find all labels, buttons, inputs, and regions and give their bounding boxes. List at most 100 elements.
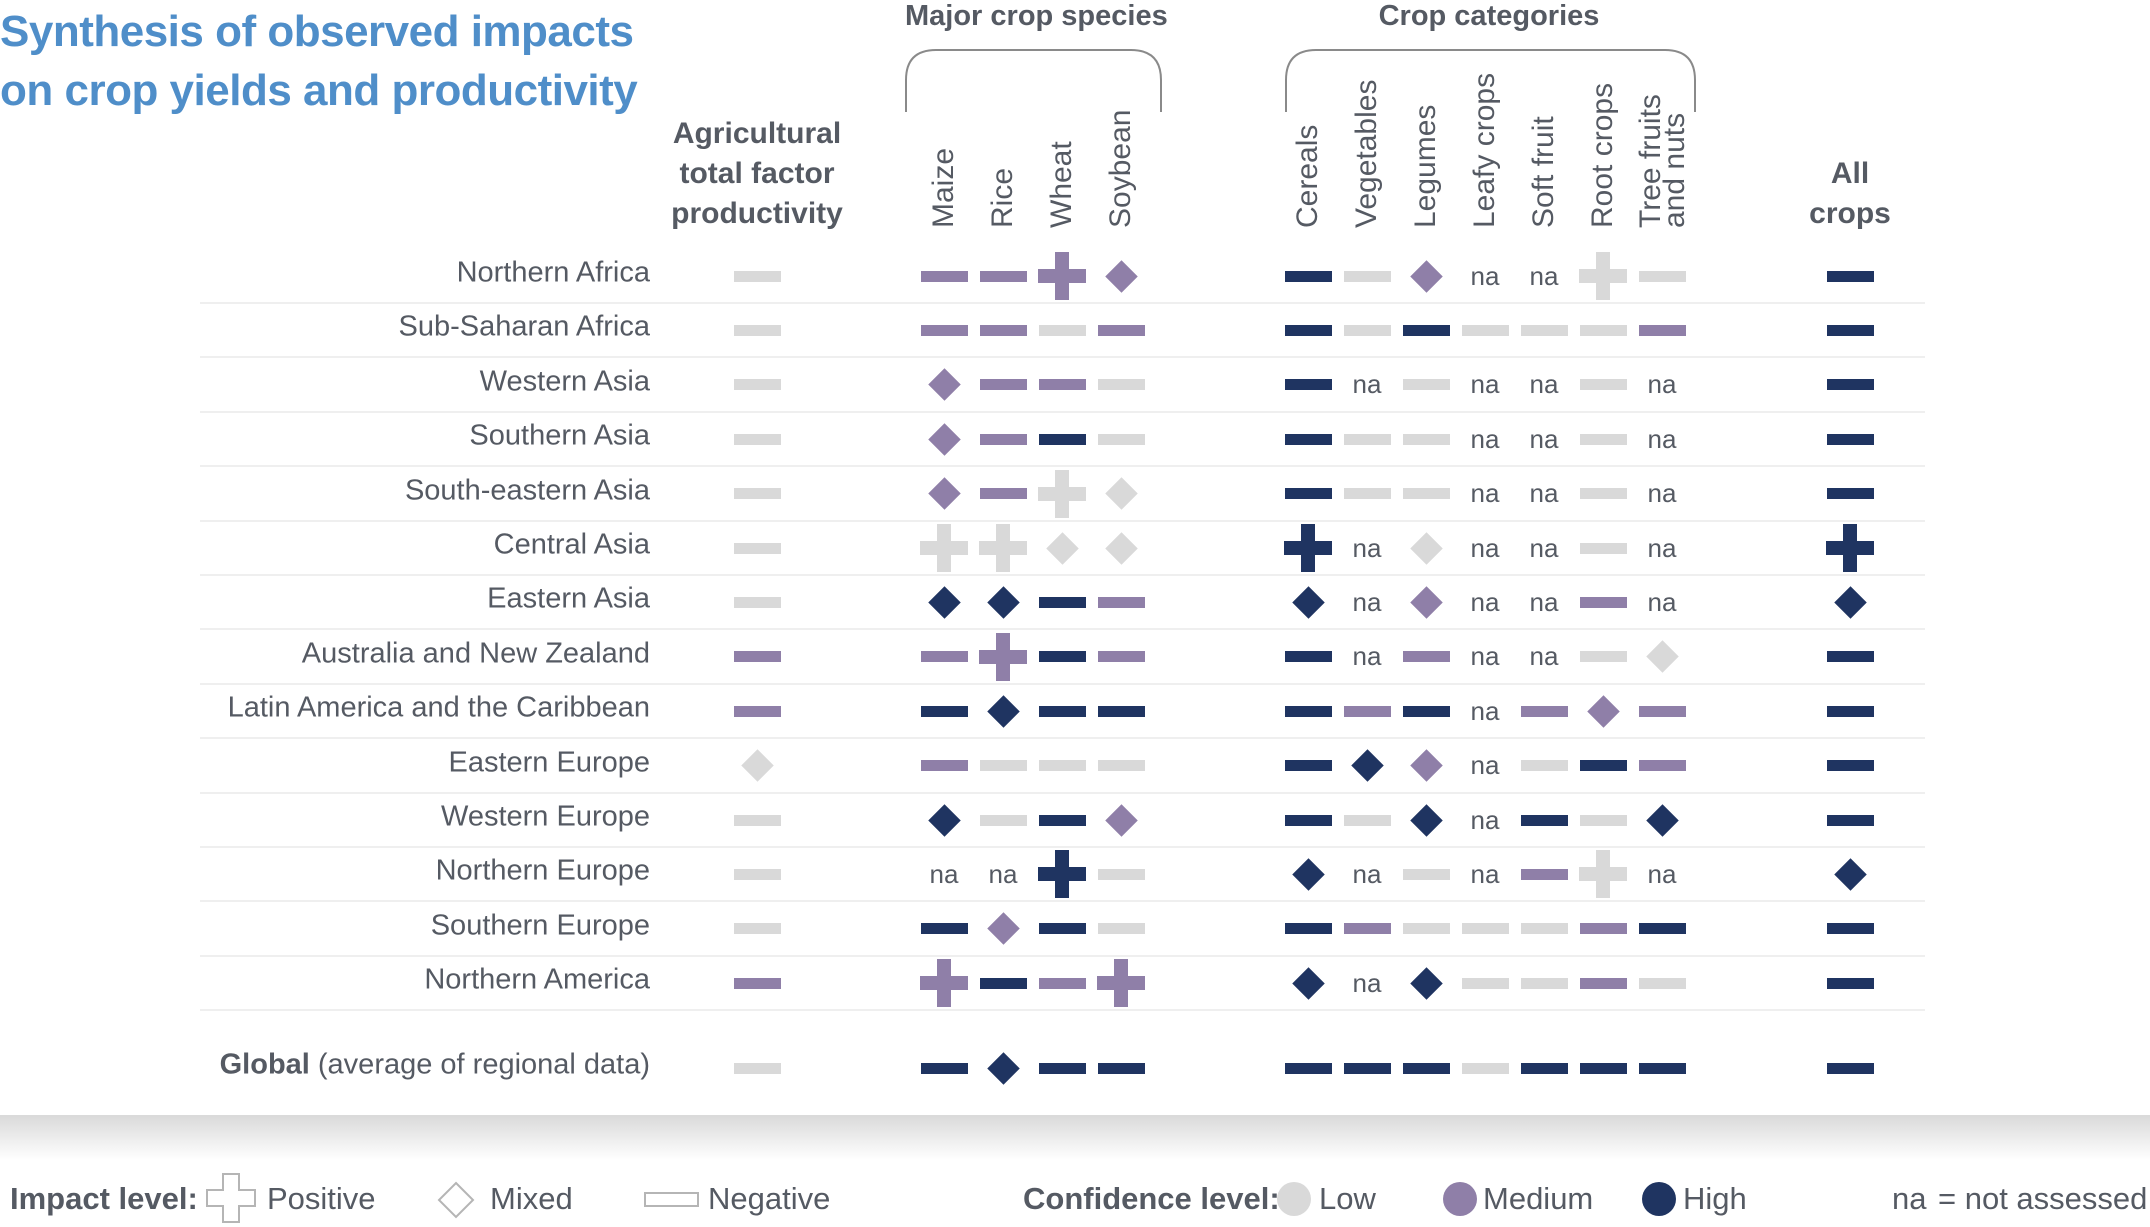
positive-icon: [206, 1173, 256, 1223]
row-label: Eastern Europe: [448, 746, 650, 779]
negative-impact-icon: [1038, 705, 1086, 717]
negative-impact-icon: [1284, 651, 1332, 663]
region-name: Sub-Saharan Africa: [398, 310, 650, 343]
negative-impact-icon: [1038, 814, 1086, 826]
negative-impact-icon: [1402, 868, 1450, 880]
mixed-impact-icon: [1409, 803, 1443, 837]
region-name: Southern Europe: [430, 909, 650, 942]
negative-impact-icon: [1097, 596, 1145, 608]
mixed-impact-icon: [1833, 858, 1867, 891]
not-assessed-text: na: [988, 858, 1018, 889]
mixed-impact-icon: [986, 694, 1020, 728]
not-assessed-text: na: [1529, 260, 1559, 291]
negative-impact-icon: [920, 270, 968, 282]
negative-impact-icon: [979, 814, 1027, 826]
negative-impact-icon: [979, 433, 1027, 445]
negative-impact-icon: [733, 868, 781, 880]
negative-impact-icon: [1038, 977, 1086, 989]
impact-level-label: Impact level:: [10, 1181, 198, 1216]
row-label: South-eastern Asia: [405, 474, 650, 507]
not-assessed-text: na: [1352, 532, 1382, 563]
negative-impact-icon: [1579, 814, 1627, 826]
not-assessed-text: na: [1470, 641, 1500, 672]
not-assessed-text: na: [1470, 478, 1500, 509]
row-separator: [200, 791, 1925, 794]
negative-impact-icon: [1826, 705, 1874, 717]
negative-impact-icon: [1284, 814, 1332, 826]
negative-impact-icon: [1402, 324, 1450, 336]
row-separator: [200, 682, 1925, 685]
negative-impact-icon: [733, 488, 781, 500]
legend-na-key: na: [1892, 1181, 1927, 1216]
negative-impact-icon: [1284, 1062, 1332, 1074]
not-assessed-text: na: [1529, 586, 1559, 617]
negative-impact-icon: [979, 488, 1027, 500]
negative-impact-icon: [1638, 270, 1686, 282]
negative-impact-icon: [1520, 760, 1568, 772]
mixed-impact-icon: [1409, 259, 1443, 293]
negative-impact-icon: [1402, 379, 1450, 391]
legend-na-description: = not assessed: [1938, 1181, 2148, 1216]
region-name: Western Europe: [440, 800, 650, 833]
negative-impact-icon: [1520, 705, 1568, 717]
not-assessed-text: na: [1529, 478, 1559, 509]
negative-impact-icon: [1402, 1062, 1450, 1074]
bracket-major-crops: [905, 49, 1162, 112]
not-assessed-text: na: [1470, 858, 1500, 889]
negative-impact-icon: [1097, 324, 1145, 336]
group-label-crop-categories: Crop categories: [1378, 0, 1600, 32]
negative-impact-icon: [1520, 1062, 1568, 1074]
legend-impact-title: Impact level:: [10, 1178, 198, 1220]
row-separator: [200, 410, 1925, 413]
row-separator: [200, 574, 1925, 576]
not-assessed-text: na: [1647, 369, 1677, 400]
region-name: Latin America and the Caribbean: [227, 691, 650, 724]
negative-impact-icon: [1284, 379, 1332, 391]
atfp-line-2: total factor: [679, 157, 835, 190]
negative-impact-icon: [1638, 977, 1686, 989]
negative-impact-icon: [1284, 433, 1332, 445]
negative-impact-icon: [1402, 923, 1450, 935]
not-assessed-text: na: [1470, 423, 1500, 454]
negative-impact-icon: [1402, 651, 1450, 663]
negative-impact-icon: [733, 923, 781, 935]
negative-impact-icon: [1343, 324, 1391, 336]
negative-impact-icon: [1520, 923, 1568, 935]
mixed-impact-icon: [1104, 477, 1138, 510]
not-assessed-text: na: [929, 858, 959, 889]
mixed-impact-icon: [740, 749, 774, 782]
negative-impact-icon: [1284, 270, 1332, 282]
negative-impact-icon: [1826, 651, 1874, 663]
negative-impact-icon: [1038, 923, 1086, 935]
not-assessed-text: na: [1470, 804, 1500, 835]
mixed-impact-icon: [927, 422, 961, 456]
mixed-impact-icon: [1833, 586, 1867, 619]
negative-impact-icon: [1284, 705, 1332, 717]
positive-impact-icon: [1579, 850, 1627, 899]
negative-impact-icon: [1826, 270, 1874, 282]
region-name: Australia and New Zealand: [301, 637, 650, 670]
negative-impact-icon: [1038, 379, 1086, 391]
atfp-line-3: productivity: [671, 197, 843, 230]
negative-impact-icon: [733, 814, 781, 826]
global-row-label: Global (average of regional data): [220, 1049, 650, 1082]
medium-confidence-icon: [1443, 1182, 1477, 1216]
negative-impact-icon: [1097, 1062, 1145, 1074]
negative-impact-icon: [1579, 977, 1627, 989]
legend-low: Low: [1319, 1181, 1376, 1216]
negative-impact-icon: [979, 977, 1027, 989]
negative-impact-icon: [1579, 760, 1627, 772]
positive-impact-icon: [920, 524, 968, 572]
row-label: Northern America: [424, 964, 650, 997]
row-label: Australia and New Zealand: [302, 637, 650, 670]
mixed-impact-icon: [986, 586, 1020, 619]
negative-impact-icon: [733, 1062, 781, 1074]
atfp-line-1: Agricultural: [672, 117, 842, 150]
negative-impact-icon: [1038, 651, 1086, 663]
not-assessed-text: na: [1529, 423, 1559, 454]
legend-high: High: [1683, 1181, 1747, 1216]
negative-impact-icon: [733, 324, 781, 336]
row-label: Central Asia: [494, 529, 650, 562]
region-name: Western Asia: [479, 365, 650, 398]
row-label: Southern Asia: [469, 420, 650, 453]
